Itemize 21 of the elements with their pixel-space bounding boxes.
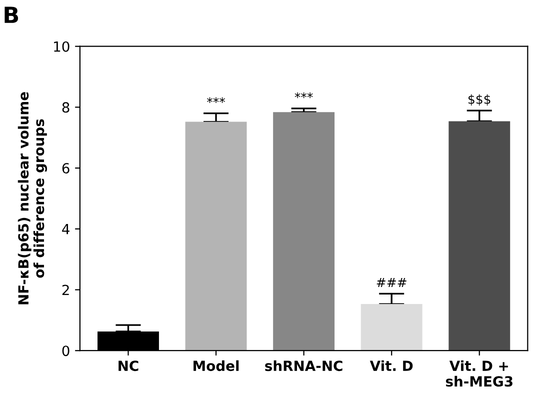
- x-tick-label: Vit. D: [370, 360, 413, 371]
- annotation: $$$: [468, 94, 490, 106]
- x-tick-label: shRNA-NC: [265, 360, 342, 372]
- bar: [273, 112, 335, 351]
- annotation: ###: [376, 278, 406, 287]
- y-tick-label: 0: [62, 346, 70, 356]
- bar: [360, 304, 422, 351]
- y-tick-label: 4: [62, 224, 70, 234]
- y-axis-title: NF-κB(p65) nuclear volume of difference groups: [18, 92, 47, 304]
- bar: [448, 121, 510, 351]
- chart-title: B: [4, 6, 18, 23]
- y-tick-label: 2: [62, 284, 69, 296]
- y-tick-label: 10: [54, 41, 70, 52]
- x-tick-label: NC: [118, 360, 138, 372]
- y-tick-label: 6: [62, 163, 70, 174]
- bar: [185, 122, 247, 351]
- x-tick-label: Vit. D + sh-MEG3: [446, 360, 512, 387]
- x-tick-label: Model: [194, 360, 239, 372]
- annotation: ***: [207, 97, 226, 103]
- annotation: ***: [294, 92, 313, 98]
- y-tick-label: 8: [62, 102, 70, 113]
